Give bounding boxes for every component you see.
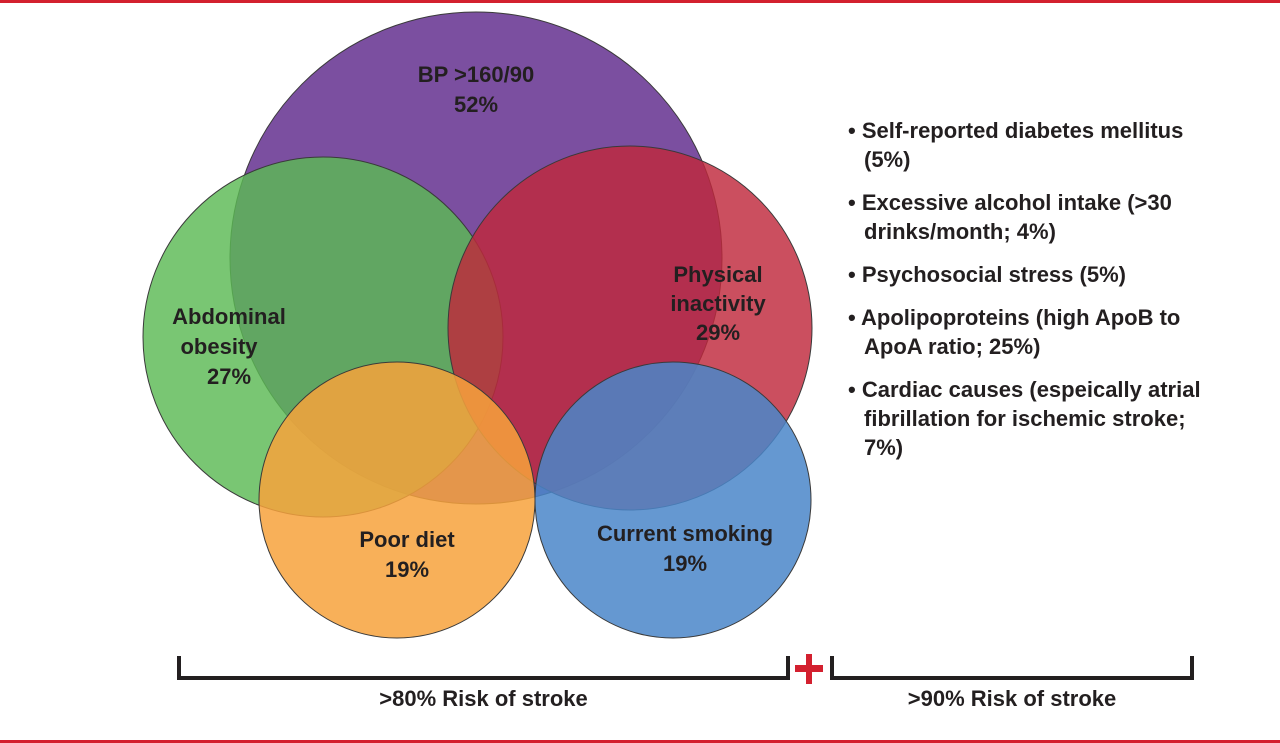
top-border [0, 0, 1280, 3]
bottom-border [0, 740, 1280, 743]
abdominal-label: Abdominal [172, 304, 286, 329]
list-item: • Psychosocial stress (5%) [848, 262, 1126, 287]
abdominal-value: 27% [207, 364, 251, 389]
list-item: • Self-reported diabetes mellitus (5%) [848, 118, 1184, 172]
right-bracket [830, 656, 1194, 680]
smoking-label: Current smoking [597, 521, 773, 546]
list-item: • Cardiac causes (espeically atrial fibr… [848, 377, 1201, 460]
circle-poor-diet [258, 361, 536, 639]
right-bracket-label: >90% Risk of stroke [907, 686, 1117, 711]
physical-label-2: inactivity [670, 291, 766, 316]
additional-risk-factors: • Self-reported diabetes mellitus (5%) •… [848, 116, 1208, 476]
left-bracket-label: >80% Risk of stroke [379, 686, 588, 711]
smoking-value: 19% [663, 551, 707, 576]
left-bracket [177, 656, 790, 680]
circle-current-smoking [534, 361, 812, 639]
physical-value: 29% [696, 320, 740, 345]
plus-icon [795, 654, 823, 684]
poor-diet-label: Poor diet [359, 527, 455, 552]
list-item: • Apolipoproteins (high ApoB to ApoA rat… [848, 305, 1181, 359]
bp-value: 52% [454, 92, 498, 117]
physical-label: Physical [673, 262, 762, 287]
poor-diet-value: 19% [385, 557, 429, 582]
bp-label: BP >160/90 [418, 62, 534, 87]
abdominal-label-2: obesity [180, 334, 258, 359]
list-item: • Excessive alcohol intake (>30 drinks/m… [848, 190, 1172, 244]
